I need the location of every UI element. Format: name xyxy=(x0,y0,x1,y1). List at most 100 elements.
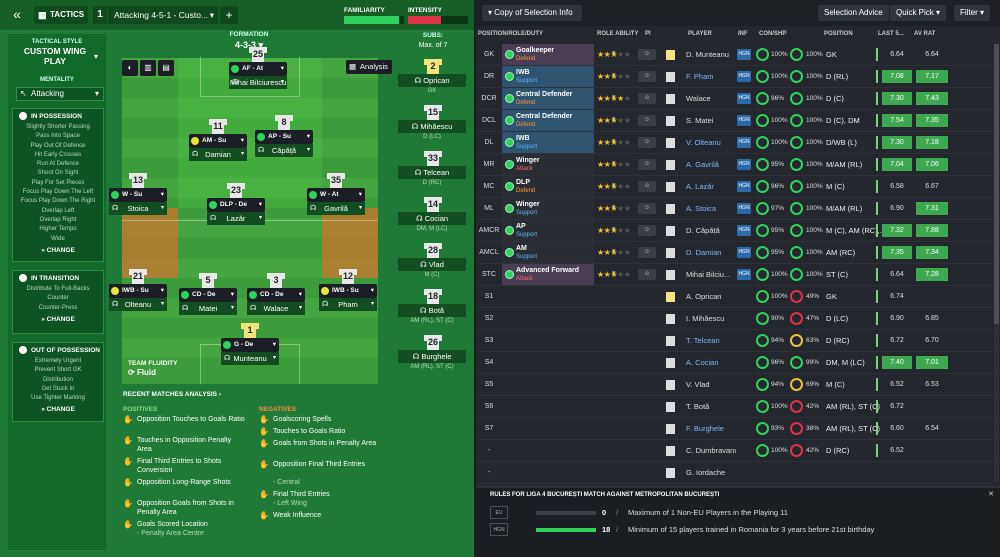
sub-name-tag[interactable]: ☊ Oprican xyxy=(398,74,466,87)
scrollbar[interactable] xyxy=(994,44,999,482)
player-shirt[interactable]: 35 xyxy=(327,170,345,188)
player-name[interactable]: D. Damian xyxy=(686,248,722,257)
col-pi[interactable]: PI xyxy=(645,31,651,37)
table-row[interactable]: S4 A. Cocian 96% 99% DM, M (LC) 7.40 7.01 xyxy=(476,352,994,374)
table-row[interactable]: GK Goalkeeper Defend ▾ ★★★★★ ☺ D. Munteanu HGN 1… xyxy=(476,44,994,66)
col-role-ability[interactable]: ROLE ABILITY xyxy=(597,31,639,37)
player-name[interactable]: G. Iordache xyxy=(686,468,726,477)
player-name[interactable]: V. Olteanu xyxy=(686,138,721,147)
player-shirt[interactable]: 13 xyxy=(129,170,147,188)
player-role-tag[interactable]: AF - At ▾ xyxy=(229,62,287,76)
selection-advice-button[interactable]: Selection Advice xyxy=(818,5,889,21)
player-name-tag[interactable]: ☊ Olteanu ▾ xyxy=(109,298,167,311)
sub-shirt[interactable]: 18 xyxy=(424,286,442,304)
table-row[interactable]: AMCR AP Support ▾ ★★★★★ ☺ D. Căpăță HGN 95% 100% M… xyxy=(476,220,994,242)
table-row[interactable]: DR IWB Support ▾ ★★★★★ ☺ F. Pham HGN 100% 100% D (… xyxy=(476,66,994,88)
formation-value[interactable]: 4-3-3 ▾ xyxy=(234,40,264,50)
player-shirt[interactable]: 23 xyxy=(227,180,245,198)
tactical-style-value[interactable]: CUSTOM WING PLAY xyxy=(23,46,87,66)
role-block[interactable]: Advanced Forward Attack ▾ xyxy=(502,264,616,285)
player-instructions-icon[interactable]: ☺ xyxy=(638,247,656,258)
col-last5[interactable]: LAST 5... xyxy=(878,31,904,37)
role-block[interactable]: DLP Defend ▾ xyxy=(502,176,616,197)
analysis-title[interactable]: RECENT MATCHES ANALYSIS › xyxy=(123,391,222,398)
analysis-button[interactable]: ▦ Analysis xyxy=(346,60,392,74)
player-shirt[interactable]: 8 xyxy=(275,112,293,130)
role-block[interactable]: Winger Support ▾ xyxy=(502,198,616,219)
clipboard-icon[interactable]: ▤ xyxy=(158,60,174,76)
tactic-slot[interactable]: 1 xyxy=(93,6,107,24)
filter-button[interactable]: Filter ▾ xyxy=(954,5,991,21)
mentality-dropdown[interactable]: ↖ Attacking ▾ xyxy=(16,87,104,101)
col-position[interactable]: POSITION xyxy=(824,31,853,37)
table-row[interactable]: - G. Iordache xyxy=(476,462,994,484)
table-row[interactable]: AMCL AM Support ▾ ★★★★★ ☺ D. Damian HGN 95% 100% A… xyxy=(476,242,994,264)
stats-icon[interactable]: ▥ xyxy=(140,60,156,76)
player-instructions-icon[interactable]: ☺ xyxy=(638,203,656,214)
player-role-tag[interactable]: AM - Su ▾ xyxy=(189,134,247,148)
intensity-meter[interactable] xyxy=(408,16,468,24)
player-name[interactable]: F. Burghele xyxy=(686,424,724,433)
chevron-down-icon[interactable]: ▾ xyxy=(94,52,99,61)
player-name[interactable]: I. Mihăescu xyxy=(686,314,725,323)
sub-shirt[interactable]: 2 xyxy=(424,56,442,74)
player-name[interactable]: C. Dumbravanu xyxy=(686,446,736,455)
add-tactic-button[interactable]: + xyxy=(220,6,238,24)
player-name-tag[interactable]: ☊ Gavrilă ▾ xyxy=(307,202,365,215)
role-block[interactable]: Central Defender Defend ▾ xyxy=(502,110,616,131)
player-shirt[interactable]: 3 xyxy=(267,270,285,288)
sub-name-tag[interactable]: ☊ Burghele xyxy=(398,350,466,363)
role-block[interactable]: Winger Attack ▾ xyxy=(502,154,616,175)
player-name-tag[interactable]: ☊ Damian ▾ xyxy=(189,148,247,161)
sub-shirt[interactable]: 15 xyxy=(424,102,442,120)
player-name[interactable]: T. Telcean xyxy=(686,336,720,345)
team-fluidity-value[interactable]: ⟳ Fluid xyxy=(128,368,157,377)
table-row[interactable]: DCL Central Defender Defend ▾ ★★★★★ ☺ S. Matei… xyxy=(476,110,994,132)
player-instructions-icon[interactable]: ☺ xyxy=(638,93,656,104)
player-shirt[interactable]: 1 xyxy=(241,320,259,338)
col-inf[interactable]: INF xyxy=(738,31,748,37)
player-role-tag[interactable]: W - At ▾ xyxy=(307,188,365,202)
table-row[interactable]: S5 V. Vlad 94% 69% M (C) 6.52 6.53 xyxy=(476,374,994,396)
sub-shirt[interactable]: 28 xyxy=(424,240,442,258)
player-name-tag[interactable]: ☊ Walace ▾ xyxy=(247,302,305,315)
tactics-tab[interactable]: ▦ TACTICS xyxy=(34,6,88,24)
player-name[interactable]: D. Munteanu xyxy=(686,50,729,59)
familiarity-meter[interactable] xyxy=(344,16,404,24)
col-player[interactable]: PLAYER xyxy=(688,31,712,37)
player-name[interactable]: Walace xyxy=(686,94,711,103)
player-instructions-icon[interactable]: ☺ xyxy=(638,181,656,192)
table-row[interactable]: MC DLP Defend ▾ ★★★★★ ☺ A. Lazăr HGN 96% 100% M (C… xyxy=(476,176,994,198)
copy-selection-button[interactable]: ▾ Copy of Selection Info xyxy=(482,5,582,21)
sub-name-tag[interactable]: ☊ Vlad xyxy=(398,258,466,271)
player-role-tag[interactable]: CD - De ▾ xyxy=(179,288,237,302)
player-name[interactable]: A. Cocian xyxy=(686,358,719,367)
sub-shirt[interactable]: 33 xyxy=(424,148,442,166)
col-con-shp[interactable]: CON/SHP xyxy=(759,31,787,37)
player-shirt[interactable]: 21 xyxy=(129,266,147,284)
player-name-tag[interactable]: ☊ Pham ▾ xyxy=(319,298,377,311)
player-instructions-icon[interactable]: ☺ xyxy=(638,115,656,126)
sub-name-tag[interactable]: ☊ Botă xyxy=(398,304,466,317)
player-name[interactable]: V. Vlad xyxy=(686,380,710,389)
role-block[interactable]: AM Support ▾ xyxy=(502,242,616,263)
collapse-icon[interactable]: « xyxy=(13,6,21,22)
player-name[interactable]: Mihai Bilciu... xyxy=(686,270,731,279)
player-shirt[interactable]: 5 xyxy=(199,270,217,288)
player-name-tag[interactable]: ☊ Lazăr ▾ xyxy=(207,212,265,225)
table-row[interactable]: ML Winger Support ▾ ★★★★★ ☺ A. Stoica HGN 97% 100… xyxy=(476,198,994,220)
out-of-possession-change-button[interactable]: » CHANGE xyxy=(41,406,75,414)
player-name[interactable]: A. Lazăr xyxy=(686,182,714,191)
player-name[interactable]: A. Gavrilă xyxy=(686,160,719,169)
player-role-tag[interactable]: W - Su ▾ xyxy=(109,188,167,202)
table-row[interactable]: - C. Dumbravanu 100% 42% D (RC) 6.52 xyxy=(476,440,994,462)
sub-shirt[interactable]: 14 xyxy=(424,194,442,212)
player-name-tag[interactable]: ☊ Mihai Bilciurescu ▾ xyxy=(229,76,287,89)
contrast-icon[interactable]: ◐ xyxy=(122,60,138,76)
table-row[interactable]: S7 F. Burghele 93% 38% AM (RL), ST (C) 6.60 6.… xyxy=(476,418,994,440)
table-row[interactable]: MR Winger Attack ▾ ★★★★★ ☺ A. Gavrilă HGN 95% 100… xyxy=(476,154,994,176)
player-name-tag[interactable]: ☊ Matei ▾ xyxy=(179,302,237,315)
sub-shirt[interactable]: 26 xyxy=(424,332,442,350)
close-icon[interactable]: ✕ xyxy=(988,491,994,498)
in-possession-change-button[interactable]: » CHANGE xyxy=(41,246,75,254)
